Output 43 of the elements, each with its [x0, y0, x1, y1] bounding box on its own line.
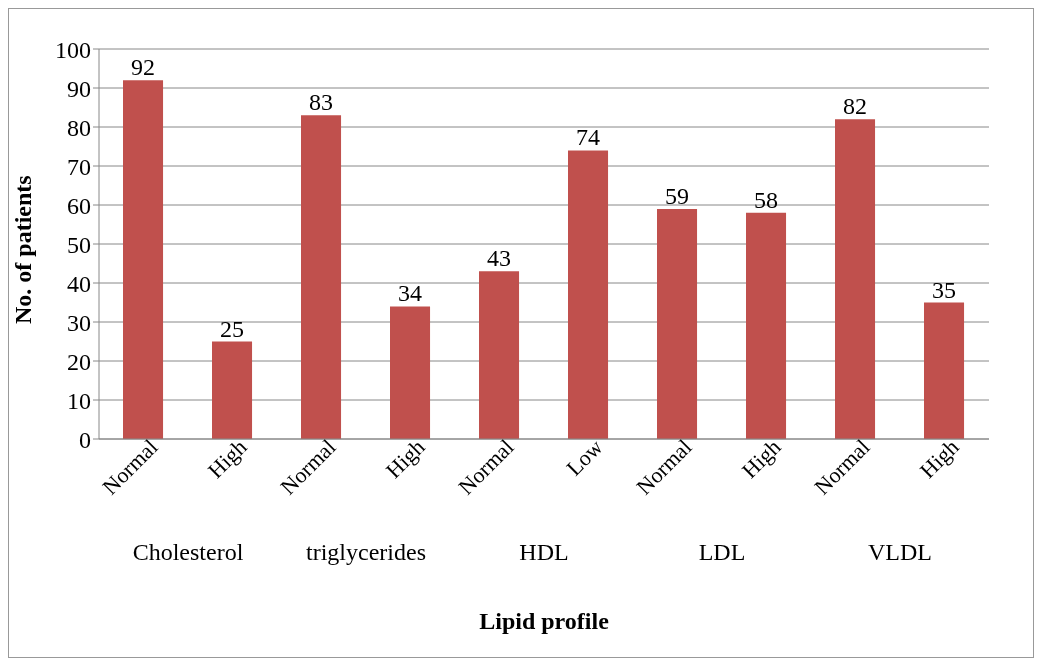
text: Cholesterol [131, 539, 245, 566]
x-tick-label: High [914, 434, 964, 484]
bar [835, 119, 876, 439]
y-tick-label: 10 [67, 387, 91, 414]
y-tick-label: 0 [79, 426, 91, 453]
data-label: 35 [932, 276, 957, 303]
bar [479, 271, 520, 439]
x-tick-label: Low [561, 434, 608, 481]
y-tick-label: 50 [67, 231, 91, 258]
y-tick-label: 40 [67, 270, 91, 297]
x-tick-label: High [736, 434, 786, 484]
text: HDL [518, 539, 570, 566]
bar [568, 150, 609, 439]
y-tick-label: 20 [67, 348, 91, 375]
bar [212, 341, 253, 439]
bar [301, 115, 342, 439]
bar [924, 302, 965, 439]
y-tick-label: 60 [67, 192, 91, 219]
x-tick-label: High [202, 434, 252, 484]
y-tick-label: 30 [67, 309, 91, 336]
text: LDL [697, 539, 747, 566]
data-label: 59 [665, 182, 690, 209]
data-label: 25 [220, 315, 245, 342]
data-label: 74 [576, 124, 601, 151]
y-tick-label: 70 [67, 153, 91, 180]
y-tick-label: 100 [55, 36, 91, 63]
data-label: 43 [487, 245, 512, 272]
y-tick-label: 90 [67, 75, 91, 102]
text: triglycerides [305, 539, 427, 566]
data-label: 83 [309, 89, 334, 116]
bar [657, 208, 698, 439]
x-tick-label: High [380, 434, 430, 484]
data-label: 92 [131, 54, 156, 81]
text: VLDL [867, 539, 933, 566]
y-tick-label: 80 [67, 114, 91, 141]
bar [746, 212, 787, 439]
data-label: 34 [398, 280, 423, 307]
bar [123, 80, 164, 439]
data-label: 82 [843, 93, 868, 120]
x-axis-title: Lipid profile [479, 608, 610, 634]
data-label: 58 [754, 186, 779, 213]
y-axis-title: No. of patients [9, 175, 36, 324]
bar [390, 306, 431, 439]
